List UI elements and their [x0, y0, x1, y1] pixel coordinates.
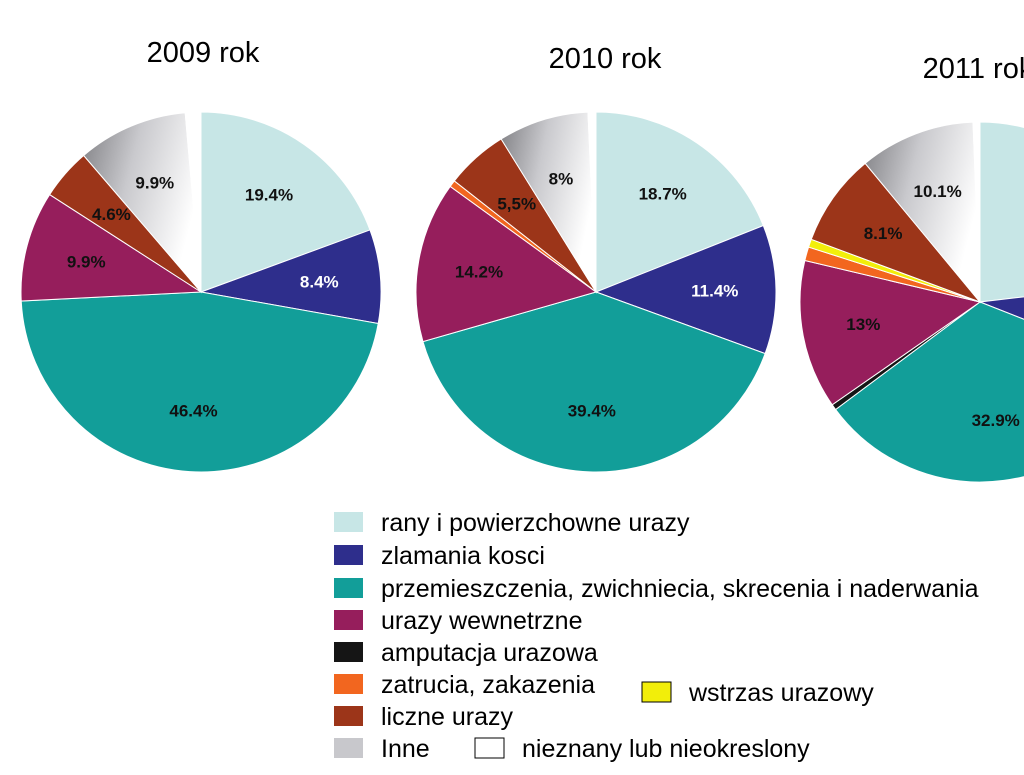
- legend-item-zlamania-kosci: zlamania kosci: [334, 542, 545, 570]
- pie-slice-inne: [500, 111, 597, 294]
- legend-swatch: [474, 737, 505, 759]
- legend-item-inne: Inne: [334, 735, 430, 763]
- legend-swatch: [334, 610, 363, 630]
- pie-slice-rany-i-powierzchowne-urazy: [200, 111, 371, 293]
- slice-data-label: 13%: [846, 315, 880, 334]
- legend-label: amputacja urazowa: [381, 639, 598, 667]
- legend-label: liczne urazy: [381, 703, 513, 731]
- legend-swatch: [334, 706, 363, 726]
- legend: rany i powierzchowne urazy zlamania kosci…: [334, 509, 979, 763]
- pie-slice-urazy-wewnetrzne: [799, 259, 982, 406]
- legend-item-zatrucia-zakazenia: zatrucia, zakazenia: [334, 671, 595, 699]
- legend-item-nieznany-lub-nieokreslony: nieznany lub nieokreslony: [474, 735, 810, 763]
- legend-item-rany-i-powierzchowne-urazy: rany i powierzchowne urazy: [334, 509, 690, 537]
- slice-data-label: 32.9%: [972, 411, 1020, 430]
- legend-label: wstrzas urazowy: [688, 679, 874, 707]
- slice-data-label: 18.7%: [639, 185, 687, 204]
- slice-data-label: 10.1%: [913, 182, 961, 201]
- slice-data-label: 19.4%: [245, 186, 293, 205]
- pie-slice-zlamania-kosci: [979, 296, 1024, 320]
- legend-label: Inne: [381, 735, 430, 763]
- pie-slice-urazy-wewnetrzne: [415, 185, 598, 343]
- slice-data-label: 8%: [549, 170, 574, 189]
- pie-slice-nieznany-lub-nieokreslony: [972, 121, 981, 303]
- legend-item-liczne-urazy: liczne urazy: [334, 703, 513, 731]
- slice-data-label: 4.6%: [92, 205, 131, 224]
- slice-data-label: 8.4%: [300, 273, 339, 292]
- pie-slice-zlamania-kosci: [594, 224, 777, 355]
- slice-data-label: 46.4%: [169, 402, 217, 421]
- legend-label: nieznany lub nieokreslony: [522, 735, 810, 763]
- legend-item-wstrzas-urazowy: wstrzas urazowy: [641, 679, 874, 707]
- slice-data-label: 9.9%: [67, 252, 106, 271]
- legend-swatch: [334, 545, 363, 565]
- pie-slice-rany-i-powierzchowne-urazy: [595, 111, 764, 293]
- pie-2010-rok: 18.7% 11.4% 39.4% 14.2% 5,5% 8% 2010 rok: [415, 43, 777, 473]
- pie-slice-inne: [864, 121, 981, 304]
- pie-2009-rok: 19.4%8.4%46.4%9.9%4.6%9.9%2009 rok: [20, 37, 382, 473]
- pie-2011-rok: 32.9% 13% 8.1% 10.1% 2011 rok: [799, 53, 1024, 483]
- legend-label: zlamania kosci: [381, 542, 545, 570]
- legend-swatch: [641, 681, 672, 703]
- slice-data-label: 9.9%: [135, 174, 174, 193]
- slice-data-label: 8.1%: [864, 224, 903, 243]
- legend-item-urazy-wewnetrzne: urazy wewnetrzne: [334, 607, 582, 635]
- pie-title: 2010 rok: [549, 43, 662, 75]
- legend-item-amputacja-urazowa: amputacja urazowa: [334, 639, 598, 667]
- slice-data-label: 5,5%: [497, 195, 536, 214]
- legend-swatch: [334, 738, 363, 758]
- pies-group: 19.4%8.4%46.4%9.9%4.6%9.9%2009 rok18.7%1…: [20, 37, 1024, 483]
- pie-slice-zlamania-kosci: [199, 229, 382, 325]
- legend-label: przemieszczenia, zwichniecia, skrecenia …: [381, 575, 979, 603]
- slice-data-label: 14.2%: [455, 263, 503, 282]
- pie-slice-przemieszczenia-zwichniecia-skrecenia-i-naderwania: [422, 291, 766, 473]
- slice-data-label: 39.4%: [568, 402, 616, 421]
- pie-slice-rany-i-powierzchowne-urazy: [979, 121, 1024, 303]
- legend-label: zatrucia, zakazenia: [381, 671, 595, 699]
- pie-slice-liczne-urazy: [810, 162, 982, 304]
- pie-slice-przemieszczenia-zwichniecia-skrecenia-i-naderwania: [20, 291, 379, 473]
- pie-slice-przemieszczenia-zwichniecia-skrecenia-i-naderwania: [834, 301, 1024, 483]
- pie-slice-nieznany-lub-nieokreslony: [184, 111, 202, 293]
- legend-item-przemieszczenia-zwichniecia-skrecenia-i-naderwania: przemieszczenia, zwichniecia, skrecenia …: [334, 575, 979, 603]
- slice-data-label: 11.4%: [691, 281, 738, 300]
- pie-slice-urazy-wewnetrzne: [20, 193, 203, 302]
- legend-label: urazy wewnetrzne: [381, 607, 582, 635]
- pie-title: 2011 rok: [923, 53, 1024, 85]
- legend-swatch: [334, 642, 363, 662]
- legend-swatch: [334, 674, 363, 694]
- legend-swatch: [334, 578, 363, 598]
- pie-title: 2009 rok: [147, 37, 260, 69]
- pie-slice-nieznany-lub-nieokreslony: [587, 111, 597, 293]
- legend-label: rany i powierzchowne urazy: [381, 509, 690, 537]
- legend-swatch: [334, 512, 363, 532]
- pie-slice-inne: [82, 112, 202, 294]
